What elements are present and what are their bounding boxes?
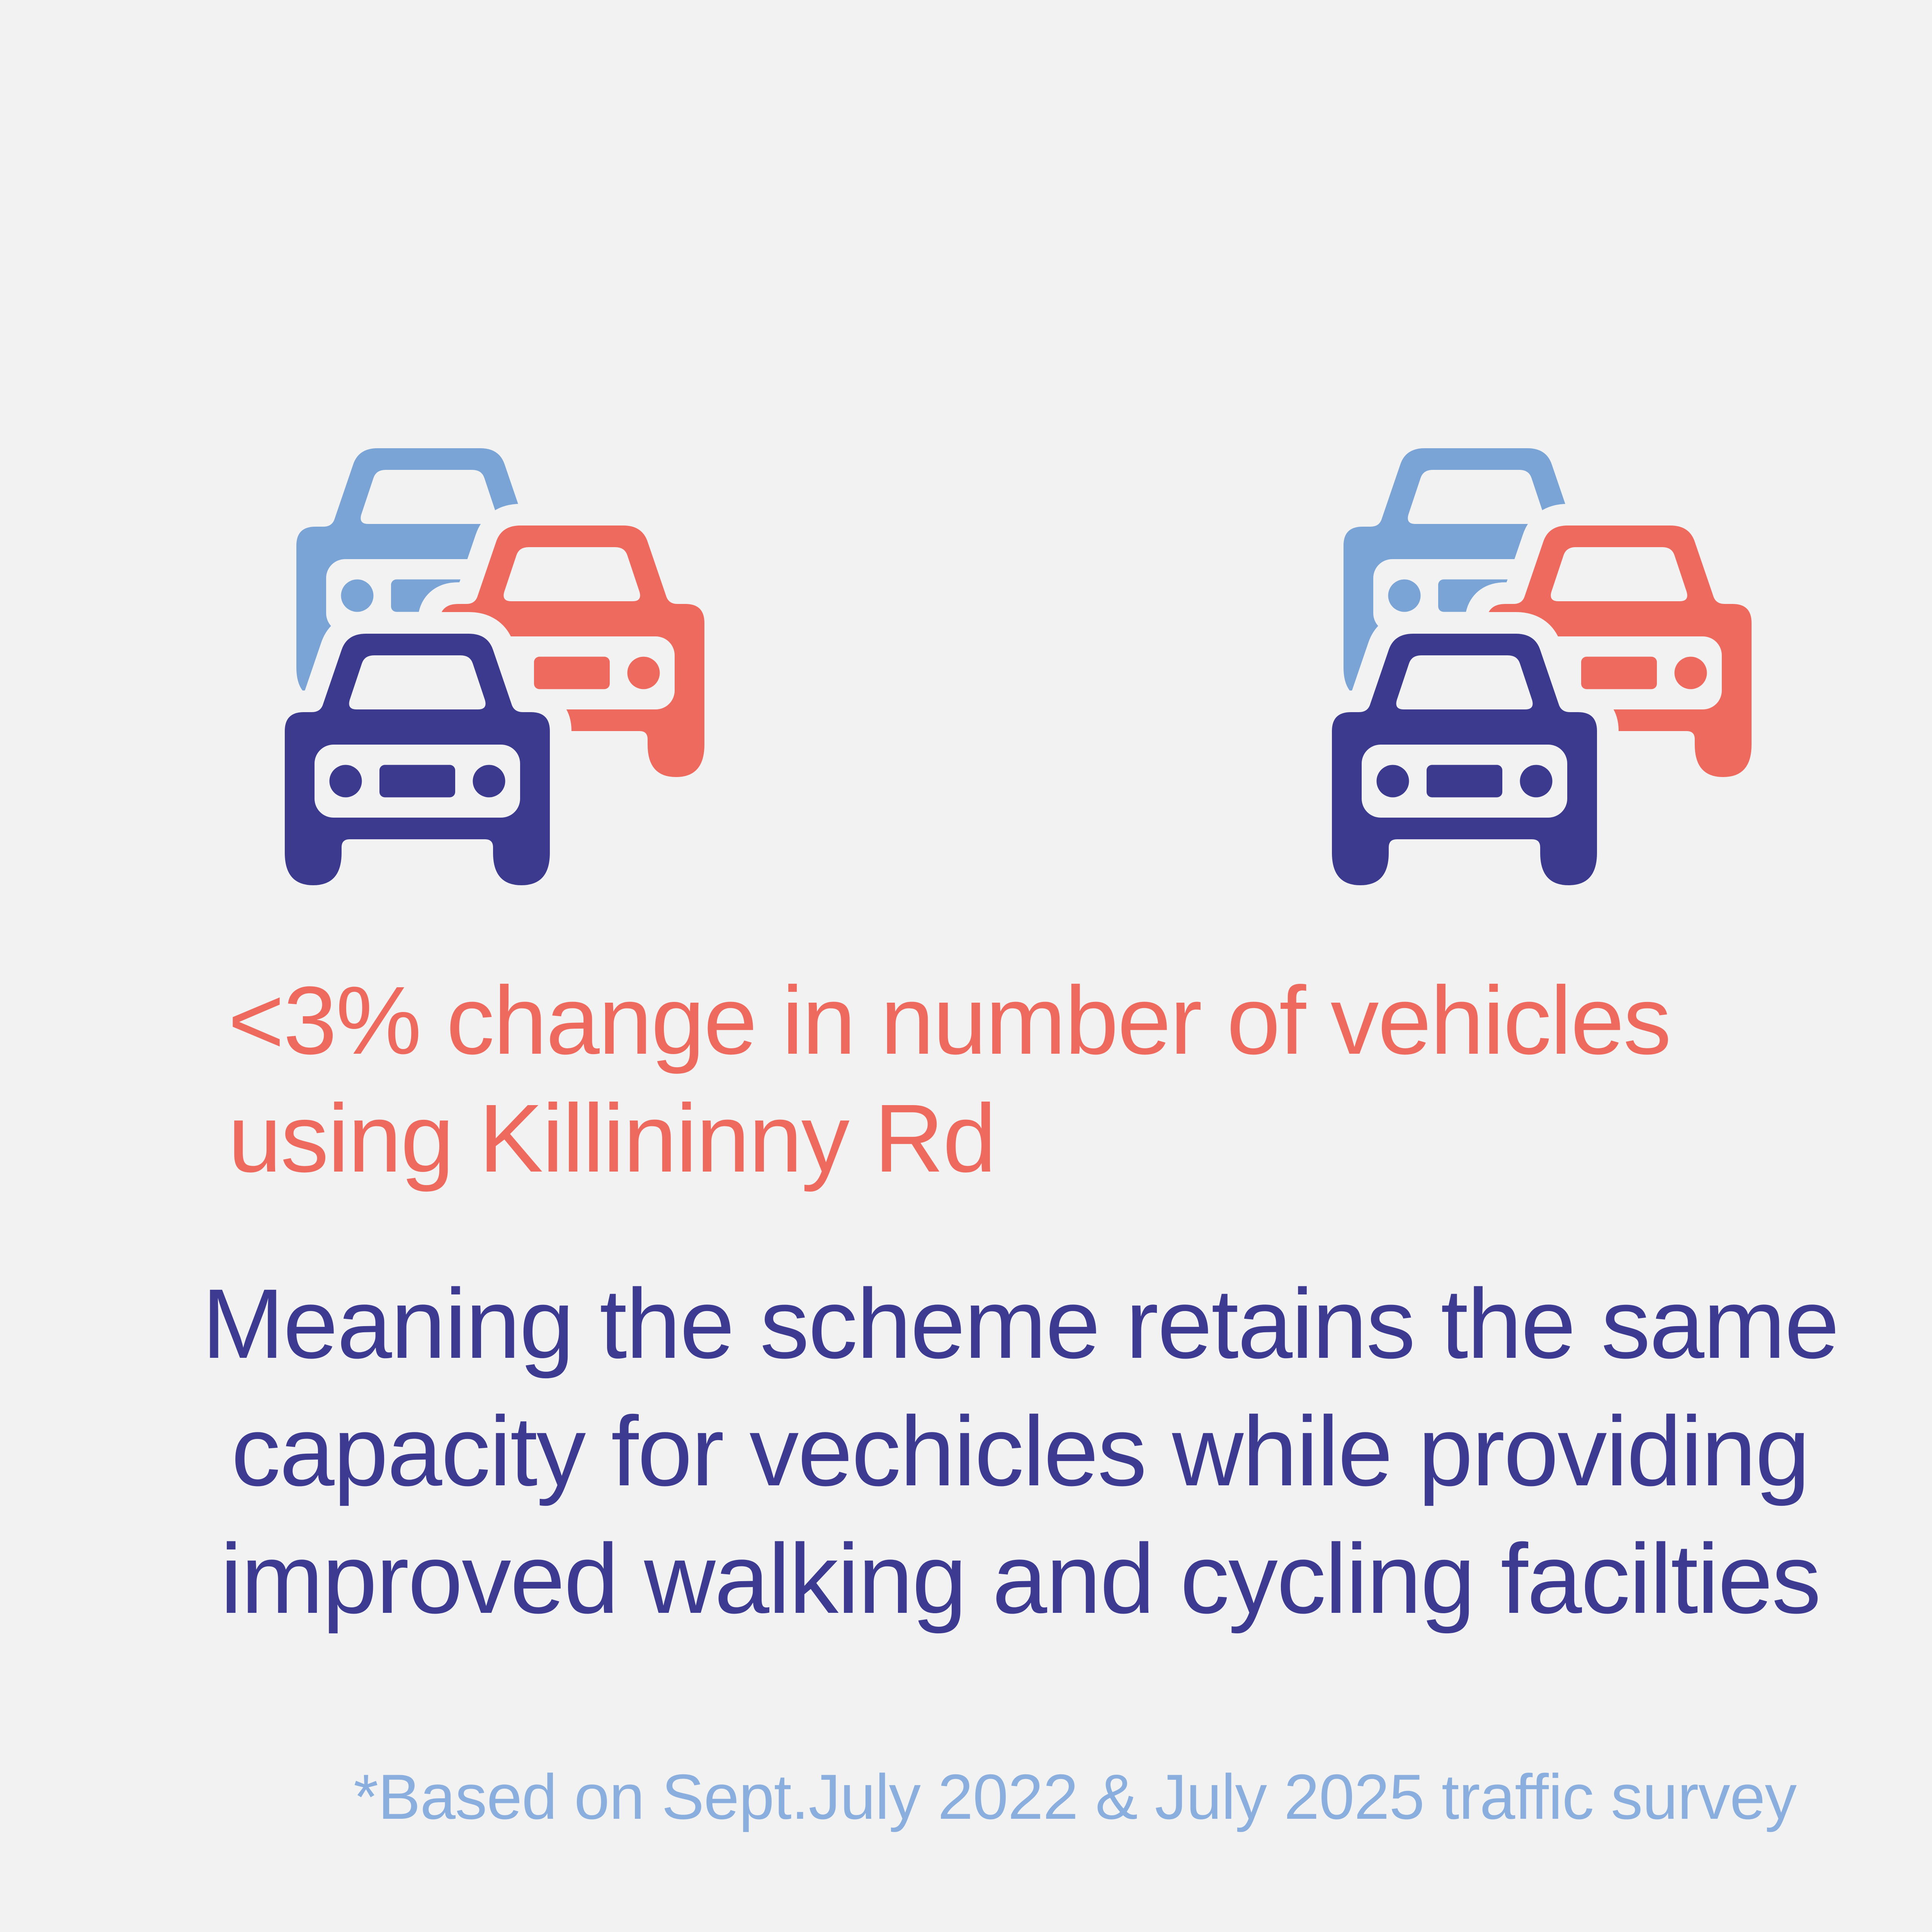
stat-heading-line-1: <3% change in number of vehicles [228,966,1672,1074]
stat-heading: <3% change in number of vehicles using K… [228,961,1889,1197]
explanation-text: Meaning the scheme retains the same capa… [0,1260,1932,1643]
footnote-text: *Based on Sept.July 2022 & July 2025 tra… [353,1761,1797,1832]
explanation-line-2: capacity for vechicles while providing [231,1396,1810,1507]
car-front-icon [1332,634,1597,885]
car-front-icon [285,634,550,885]
stat-heading-line-2: using Killininny Rd [228,1084,997,1192]
explanation-line-1: Meaning the scheme retains the same [202,1269,1839,1379]
traffic-jam-icon [1329,444,1754,900]
explanation-line-3: improved walking and cycling facilties [220,1524,1821,1634]
traffic-jam-icon [282,444,707,900]
